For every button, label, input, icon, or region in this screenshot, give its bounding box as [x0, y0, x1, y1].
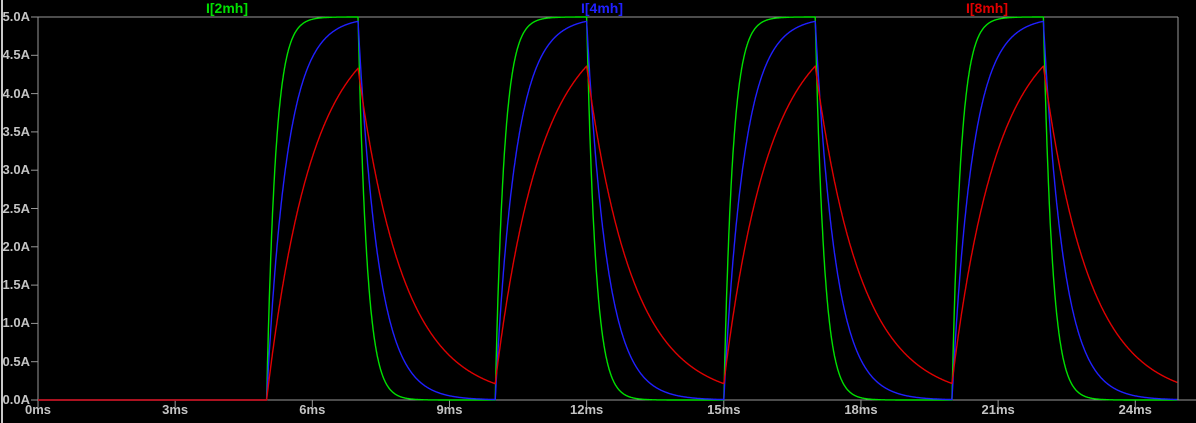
trace-label-I[4mh][interactable]: I[4mh] [581, 0, 623, 16]
y-tick-label: 0.5A [2, 353, 30, 369]
y-tick-label: 3.5A [2, 123, 30, 139]
x-tick-label: 3ms [162, 402, 189, 417]
x-tick-label: 6ms [299, 402, 326, 417]
y-tick-label: 2.5A [2, 200, 30, 216]
trace-I[2mh] [37, 16, 1178, 401]
y-tick-label: 1.5A [2, 277, 30, 293]
x-tick-label: 15ms [707, 402, 741, 417]
trace-label-I[8mh][interactable]: I[8mh] [966, 0, 1008, 16]
x-tick-label: 18ms [844, 402, 878, 417]
window-left-border [1, 0, 3, 423]
y-tick-label: 4.5A [2, 47, 30, 63]
y-tick-label: 3.0A [2, 162, 30, 178]
trace-I[8mh] [37, 65, 1178, 401]
trace-label-I[2mh][interactable]: I[2mh] [206, 0, 248, 16]
y-tick-label: 2.0A [2, 238, 30, 254]
y-tick-label: 5.0A [2, 9, 30, 24]
y-tick-label: 1.0A [2, 315, 30, 331]
x-tick-label: 12ms [570, 402, 604, 417]
trace-I[4mh] [37, 20, 1178, 401]
y-tick-label: 0.0A [2, 392, 30, 407]
x-tick-label: 21ms [981, 402, 1015, 417]
x-tick-label: 24ms [1118, 402, 1152, 417]
y-tick-label: 4.0A [2, 85, 30, 101]
x-tick-label: 9ms [436, 402, 463, 417]
x-tick-label: 0ms [24, 402, 52, 417]
